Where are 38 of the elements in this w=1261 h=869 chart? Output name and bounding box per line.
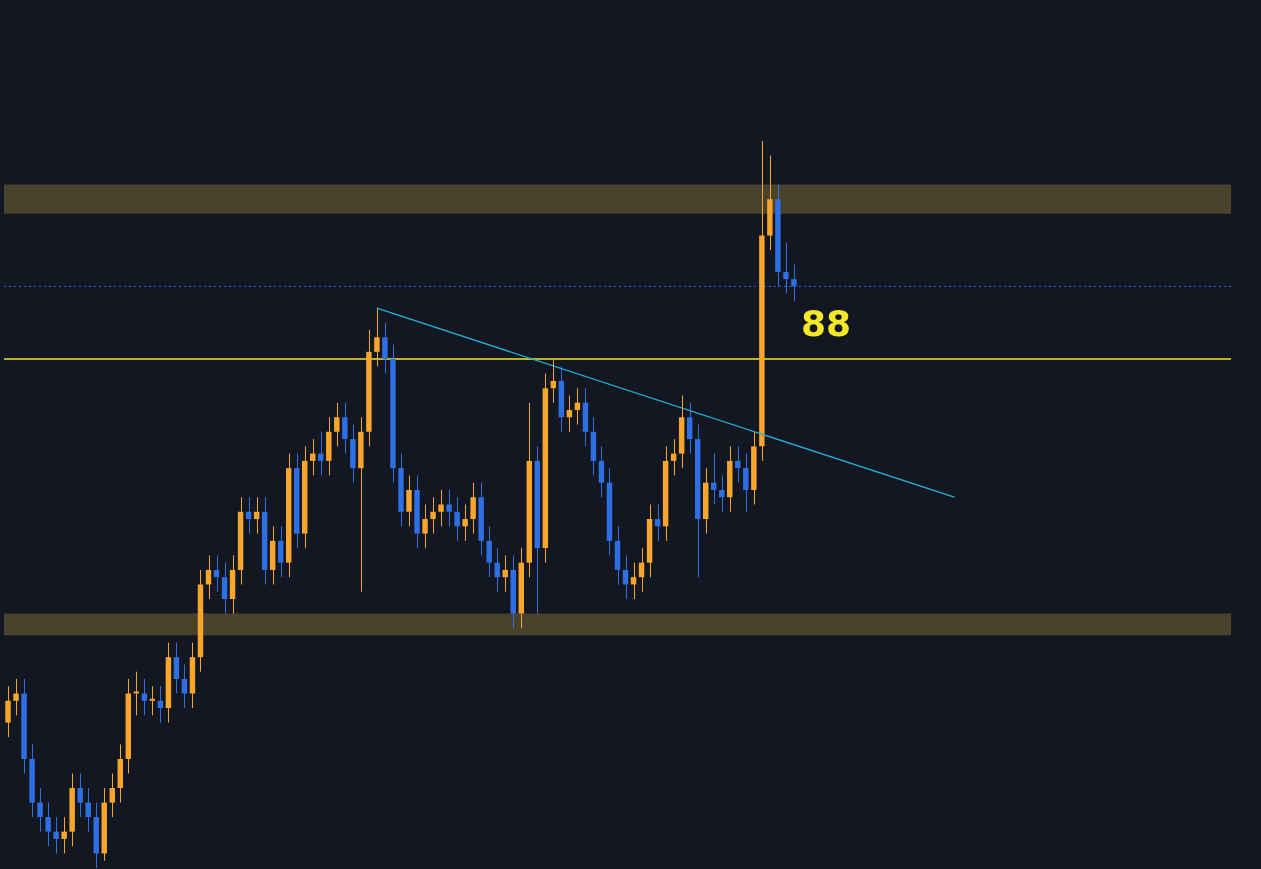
candlestick <box>686 402 693 455</box>
candlestick <box>85 787 91 833</box>
candlestick <box>318 431 324 476</box>
candlestick <box>45 802 51 847</box>
candlestick <box>334 402 340 447</box>
candlestick <box>470 482 476 535</box>
annotation: 88 <box>800 303 852 345</box>
candlestick <box>149 685 156 716</box>
candlestick <box>61 816 67 854</box>
candlestick <box>438 489 444 527</box>
candlestick <box>735 445 741 484</box>
candlestick <box>454 496 460 542</box>
candlestick <box>486 525 492 578</box>
candlestick <box>37 787 43 833</box>
candlestick <box>382 322 388 375</box>
candlestick <box>277 525 284 578</box>
candlestick <box>133 671 140 716</box>
candlestick <box>406 474 412 527</box>
candlestick <box>743 453 749 513</box>
candlestick <box>462 504 468 542</box>
candlestick <box>374 307 380 367</box>
candlestick <box>181 663 188 709</box>
candlestick <box>598 445 605 498</box>
candlestick <box>430 496 436 535</box>
candlestick <box>109 772 115 818</box>
candlestick <box>5 685 11 738</box>
candlestick <box>422 504 428 549</box>
candlestick <box>502 554 508 593</box>
candlestick <box>791 264 797 302</box>
candlestick <box>221 562 228 615</box>
candlestick <box>13 678 19 716</box>
candlestick <box>446 489 452 527</box>
candlestick <box>783 242 789 295</box>
candlestick <box>173 642 180 695</box>
candlestick <box>77 772 83 818</box>
candlestick <box>494 547 500 593</box>
candlestick <box>53 816 59 854</box>
candlestick <box>342 402 348 455</box>
